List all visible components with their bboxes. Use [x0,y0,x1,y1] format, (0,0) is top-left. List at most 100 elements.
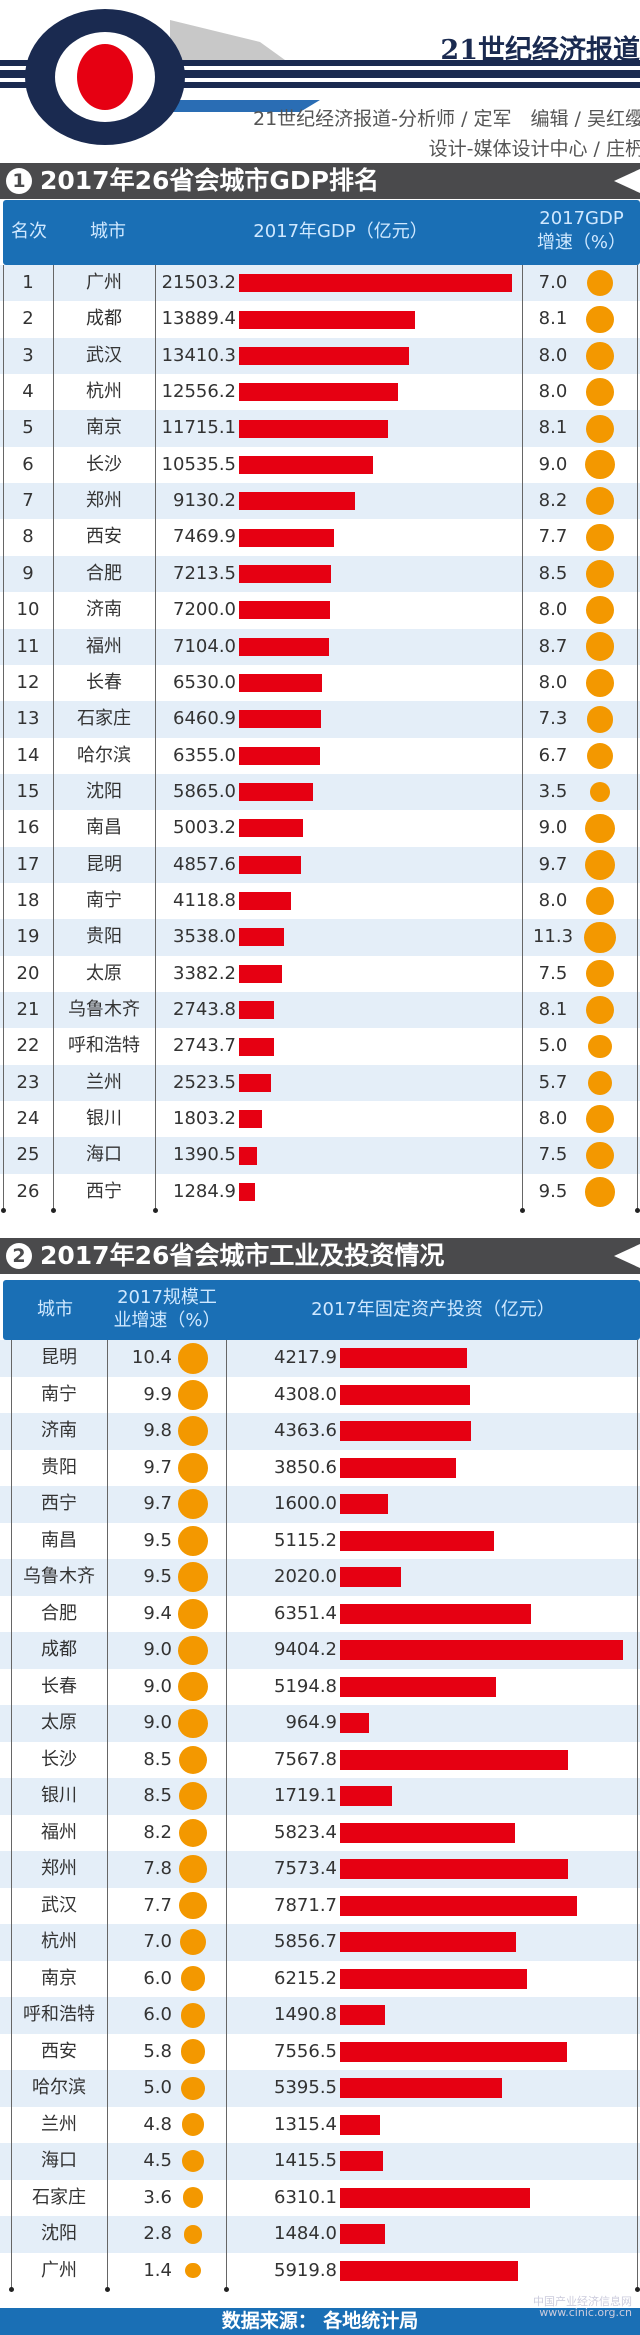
credit-line-1: 21世纪经济报道-分析师 / 定军 编辑 / 吴红缨 [253,108,640,130]
growth-dot [178,1525,208,1556]
gdp-growth: 8.0 [538,1108,568,1130]
city: 长春 [41,1675,77,1697]
col-growth-2: 增速（%） [536,232,627,253]
table-row: 12 长春 6530.0 8.0 [0,665,640,701]
gdp-bar [239,1037,274,1056]
city: 海口 [41,2150,77,2171]
investment-bar [340,1749,568,1770]
city: 贵阳 [41,1456,77,1478]
logo-graphic [0,9,640,145]
investment-bar [340,1640,624,1661]
section-number: 2 [6,1243,32,1269]
rank: 4 [22,381,34,403]
gdp-value: 7213.5 [173,562,236,584]
investment-value: 5919.8 [274,2259,337,2281]
city: 南昌 [41,1529,77,1551]
table-row: 成都 9.0 9404.2 [0,1632,640,1669]
industry-growth: 9.7 [143,1493,172,1514]
rank: 22 [16,1035,40,1057]
city: 济南 [41,1420,77,1441]
rank: 10 [16,599,40,621]
gdp-bar [239,1182,256,1201]
table-row: 1 广州 21503.2 7.0 [0,265,640,302]
growth-dot [178,1635,208,1665]
city: 杭州 [41,1931,77,1952]
growth-dot [178,1745,208,1774]
rank: 19 [16,926,40,948]
industry-growth: 8.2 [143,1821,172,1843]
table-row: 武汉 7.7 7871.7 [0,1888,640,1925]
investment-value: 6310.1 [274,2186,337,2208]
city: 沈阳 [41,2223,77,2244]
gdp-value: 4118.8 [173,889,236,911]
table-row: 3 武汉 13410.3 8.0 [0,337,640,375]
city: 贵阳 [86,926,122,948]
investment-value: 4308.0 [274,1383,337,1405]
growth-dot [586,1142,614,1170]
growth-dot [585,1177,615,1207]
col-industry-1: 2017规模工 [117,1287,217,1308]
rank: 1 [22,272,34,293]
table-row: 23 兰州 2523.5 5.7 [0,1064,640,1102]
industry-growth: 8.5 [143,1748,172,1770]
gdp-value: 1390.5 [173,1144,236,1166]
gdp-bar [239,1073,272,1092]
city: 南宁 [41,1383,77,1405]
section-title-text: 2017年26省会城市GDP排名 [40,166,379,195]
city: 沈阳 [86,780,122,802]
investment-bar [340,1713,370,1734]
column-divider [637,1340,638,2289]
col-investment: 2017年固定资产投资（亿元） [311,1299,555,1320]
investment-bar [340,1786,392,1807]
growth-dot [589,781,611,803]
table-row: 22 呼和浩特 2743.7 5.0 [0,1028,640,1064]
column-divider [155,265,156,1211]
investment-value: 2020.0 [274,1566,337,1587]
table-row: 兰州 4.8 1315.4 [0,2107,640,2144]
table-row: 济南 9.8 4363.6 [0,1413,640,1450]
gdp-value: 6355.0 [173,744,236,766]
city: 武汉 [86,344,122,366]
table-row: 乌鲁木齐 9.5 2020.0 [0,1559,640,1596]
city: 福州 [41,1821,77,1843]
industry-growth: 9.4 [143,1602,172,1624]
column-divider [107,1340,108,2289]
growth-dot [586,269,614,297]
gdp-growth: 7.5 [538,962,568,984]
gdp-value: 3538.0 [173,926,236,948]
investment-value: 1415.5 [274,2150,337,2171]
growth-dot [586,960,614,988]
city: 西安 [86,526,122,548]
investment-value: 1719.1 [274,1785,337,1806]
industry-growth: 7.8 [143,1858,172,1879]
table-row: 长沙 8.5 7567.8 [0,1742,640,1779]
gdp-growth: 7.5 [538,1144,568,1166]
table-row: 7 郑州 9130.2 8.2 [0,483,640,520]
growth-dot [585,632,615,662]
gdp-bar [239,528,334,547]
city: 银川 [86,1108,122,1130]
investment-value: 5856.7 [274,1931,337,1952]
growth-dot [178,1782,208,1811]
gdp-bar [239,819,303,838]
column-divider [11,1340,12,2289]
gdp-bar [239,601,331,620]
column-divider [226,1340,227,2289]
gdp-bar [239,964,282,983]
col-industry-2: 业增速（%） [113,1310,221,1331]
gdp-bar [239,928,284,947]
table-row: 4 杭州 12556.2 8.0 [0,374,640,410]
city: 南昌 [86,817,122,839]
gdp-bar [239,1110,262,1129]
table-row: 南昌 9.5 5115.2 [0,1523,640,1560]
investment-value: 4363.6 [274,1420,337,1441]
city: 石家庄 [32,2186,86,2208]
growth-dot [585,487,615,516]
city: 武汉 [41,1894,77,1916]
table-row: 广州 1.4 5919.8 [0,2253,640,2290]
table-row: 9 合肥 7213.5 8.5 [0,555,640,593]
table-row: 南京 6.0 6215.2 [0,1961,640,1998]
city: 郑州 [86,490,122,512]
divider-dot [105,2287,110,2292]
gdp-growth: 8.0 [538,344,568,366]
